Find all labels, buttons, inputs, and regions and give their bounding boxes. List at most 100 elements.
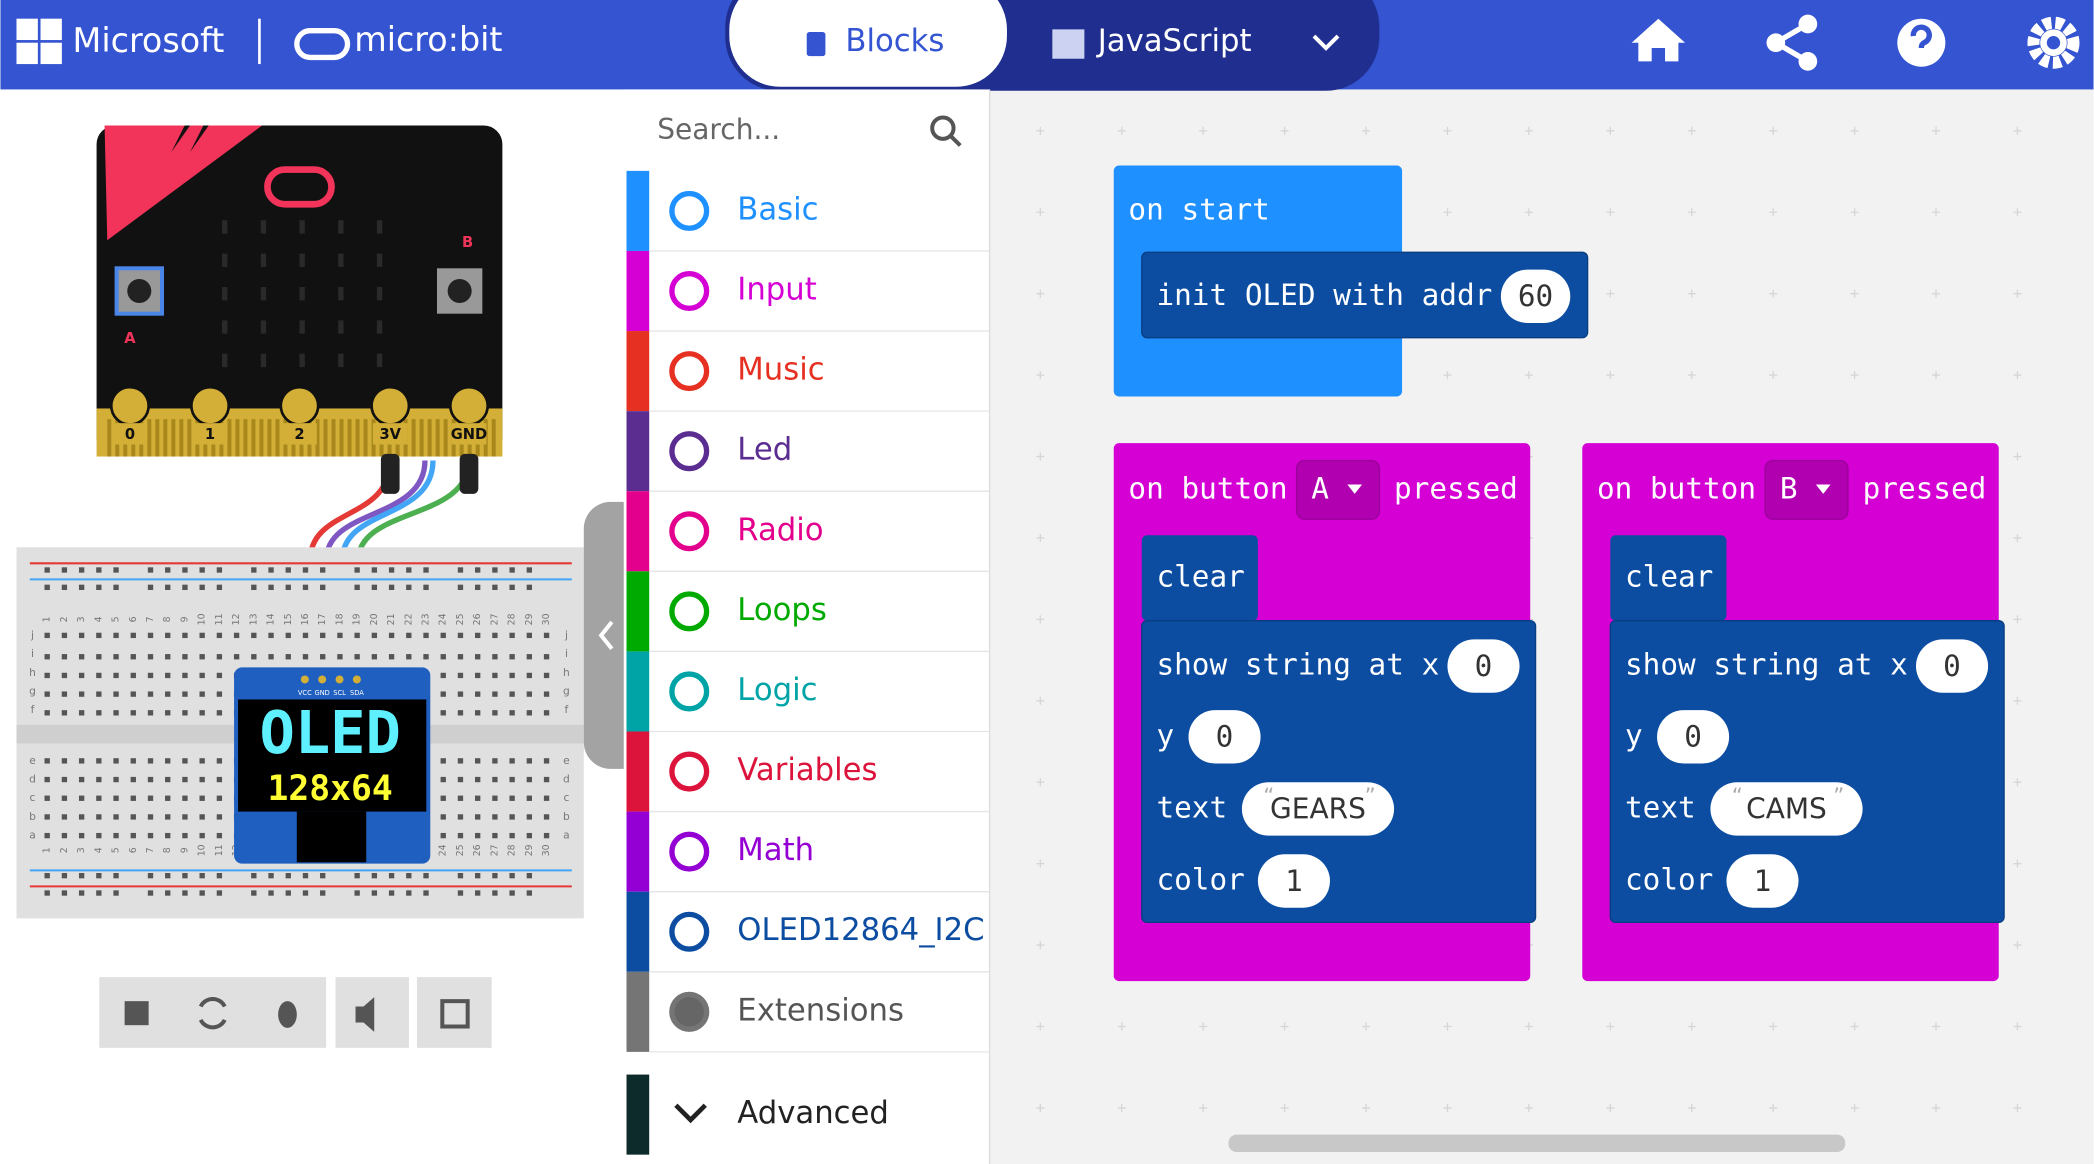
breadboard-hole bbox=[61, 710, 68, 716]
rail-hole bbox=[423, 873, 429, 879]
rail-hole bbox=[457, 873, 464, 879]
board-button-cap[interactable] bbox=[127, 278, 152, 304]
edge-finger bbox=[179, 419, 184, 457]
text-value[interactable]: CAMS bbox=[1746, 792, 1827, 825]
breadboard-hole bbox=[44, 654, 50, 660]
show-x-field[interactable] bbox=[1915, 639, 1989, 693]
rail-hole bbox=[526, 567, 533, 573]
led bbox=[338, 220, 344, 234]
debug-button[interactable] bbox=[278, 1001, 297, 1028]
show-x[interactable]: 0 bbox=[1475, 649, 1493, 683]
init-addr[interactable]: 60 bbox=[1518, 279, 1553, 313]
category-icon[interactable] bbox=[669, 270, 710, 312]
category-icon[interactable] bbox=[669, 831, 710, 872]
show-y[interactable]: 0 bbox=[1684, 720, 1702, 754]
category[interactable]: Math bbox=[737, 833, 814, 868]
scrollbar[interactable] bbox=[1228, 1134, 1846, 1152]
fullscreen-button[interactable] bbox=[440, 999, 470, 1029]
breadboard-hole bbox=[61, 672, 68, 679]
show-string-block[interactable] bbox=[1141, 620, 1537, 924]
breadboard-hole bbox=[543, 758, 550, 764]
button-dropdown[interactable] bbox=[1295, 459, 1381, 520]
category[interactable]: Radio bbox=[737, 513, 823, 548]
stop-button[interactable] bbox=[124, 1001, 149, 1026]
breadboard-hole bbox=[492, 672, 498, 679]
category-icon[interactable] bbox=[669, 751, 710, 792]
home-button[interactable] bbox=[1631, 18, 1686, 62]
text-field[interactable] bbox=[1710, 782, 1863, 836]
category[interactable]: Extensions bbox=[737, 993, 904, 1028]
category[interactable]: Loops bbox=[737, 593, 827, 628]
show-y-field[interactable] bbox=[1188, 710, 1261, 764]
text-label: text bbox=[1625, 790, 1696, 824]
advanced[interactable]: Advanced bbox=[737, 1096, 889, 1131]
show-color-field[interactable] bbox=[1726, 854, 1799, 908]
category-icon[interactable] bbox=[669, 511, 710, 552]
breadboard-column: 4 bbox=[93, 847, 104, 853]
category[interactable]: Logic bbox=[737, 673, 817, 708]
category-icon[interactable] bbox=[669, 190, 710, 231]
breadboard-column: 2 bbox=[59, 616, 70, 622]
tab-dropdown[interactable] bbox=[1312, 34, 1340, 51]
category[interactable]: Input bbox=[737, 273, 816, 308]
breadboard-hole bbox=[147, 758, 154, 764]
breadboard-hole bbox=[130, 654, 136, 660]
category-icon[interactable] bbox=[669, 351, 710, 392]
grid-plus bbox=[1606, 289, 1615, 298]
text-field[interactable] bbox=[1241, 782, 1395, 836]
show-x-field[interactable] bbox=[1447, 639, 1520, 693]
pin-pad bbox=[190, 385, 231, 426]
tab-blocks[interactable]: Blocks bbox=[845, 24, 944, 59]
breadboard-hole bbox=[406, 654, 412, 660]
mute-button[interactable] bbox=[355, 997, 375, 1032]
category-icon[interactable] bbox=[669, 431, 710, 472]
breadboard-column: 25 bbox=[455, 613, 466, 625]
oled-size: 128x64 bbox=[268, 769, 393, 809]
edge-finger bbox=[163, 419, 168, 457]
share-button[interactable] bbox=[1774, 21, 1810, 64]
button-dropdown[interactable] bbox=[1764, 459, 1849, 520]
category[interactable]: Led bbox=[737, 433, 792, 468]
show-y-field[interactable] bbox=[1657, 710, 1730, 764]
show-string-block[interactable] bbox=[1609, 620, 2005, 924]
show-color[interactable]: 1 bbox=[1754, 864, 1772, 898]
show-x[interactable]: 0 bbox=[1943, 649, 1961, 683]
clear-block[interactable] bbox=[1610, 535, 1727, 621]
category[interactable]: Music bbox=[737, 353, 824, 388]
category[interactable]: Basic bbox=[737, 192, 818, 227]
rail-hole bbox=[199, 584, 205, 591]
grid-plus bbox=[2013, 1103, 2022, 1112]
grid-plus bbox=[1687, 1022, 1696, 1031]
category[interactable]: OLED12864_I2C bbox=[737, 913, 984, 948]
category[interactable]: Variables bbox=[737, 753, 877, 788]
restart-button[interactable] bbox=[198, 996, 227, 1030]
clear-block[interactable] bbox=[1141, 535, 1258, 621]
led bbox=[222, 320, 228, 334]
search-box[interactable]: Search... bbox=[657, 113, 780, 146]
led bbox=[222, 286, 228, 301]
show-color-field[interactable] bbox=[1257, 854, 1330, 908]
settings-button[interactable] bbox=[2027, 16, 2080, 69]
show-y[interactable]: 0 bbox=[1216, 720, 1234, 754]
oled-title: OLED bbox=[259, 698, 400, 767]
grid-plus bbox=[1850, 371, 1859, 380]
show-color[interactable]: 1 bbox=[1285, 864, 1303, 898]
rail-hole bbox=[78, 890, 85, 896]
init-oled-block[interactable] bbox=[1141, 251, 1589, 339]
collapse-handle[interactable] bbox=[583, 501, 624, 769]
category-icon[interactable] bbox=[669, 911, 710, 952]
category-icon[interactable] bbox=[669, 991, 710, 1032]
text-value[interactable]: GEARS bbox=[1270, 792, 1366, 825]
category-icon[interactable] bbox=[669, 591, 710, 632]
breadboard-hole bbox=[509, 814, 515, 820]
led bbox=[376, 253, 383, 267]
tab-blocks-bg[interactable] bbox=[729, 0, 1007, 87]
breadboard-column: 5 bbox=[111, 616, 122, 622]
breadboard-hole bbox=[457, 632, 464, 639]
grid-plus bbox=[1199, 126, 1208, 135]
board-button-cap[interactable] bbox=[447, 278, 472, 304]
tab-javascript[interactable]: JavaScript bbox=[1096, 24, 1252, 59]
category-icon[interactable] bbox=[669, 671, 710, 712]
category-strip bbox=[626, 651, 650, 732]
init-addr-field[interactable] bbox=[1500, 269, 1571, 324]
